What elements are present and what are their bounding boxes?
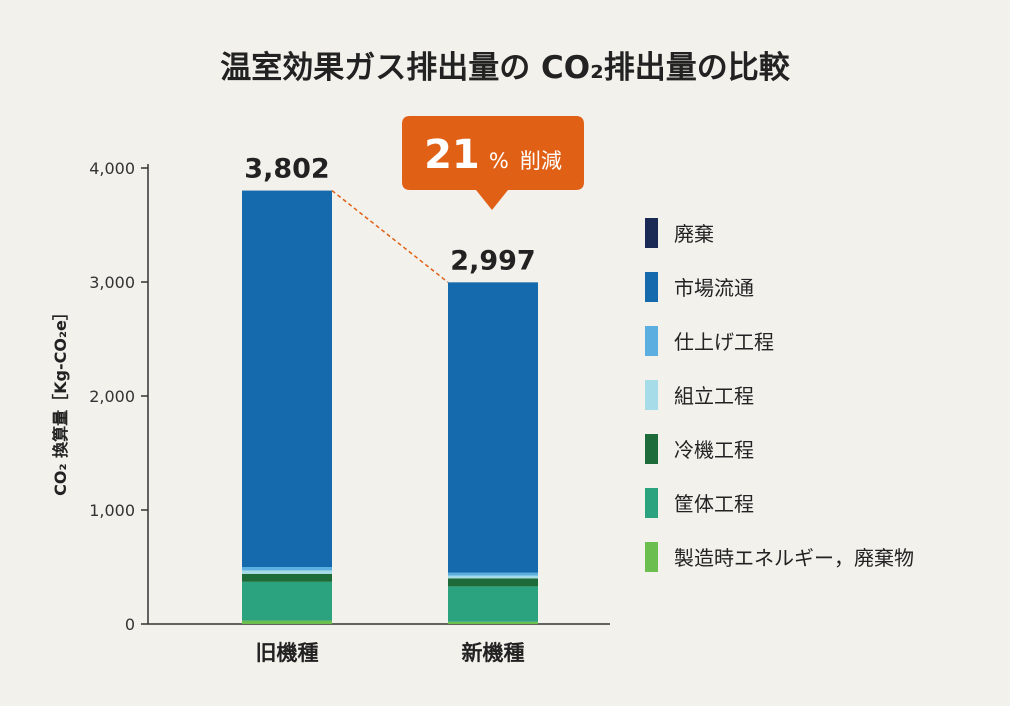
legend-swatch [645,434,658,464]
legend-label: 筐体工程 [674,492,754,516]
reduction-value: 21 [424,132,480,178]
category-label: 新機種 [462,641,525,665]
y-tick-label: 1,000 [89,501,135,520]
legend-swatch [645,218,658,248]
y-axis-label: CO₂ 換算量［Kg-CO₂e］ [51,304,70,496]
legend-swatch [645,488,658,518]
legend-label: 組立工程 [674,384,754,408]
category-label: 旧機種 [256,641,319,665]
legend-swatch [645,542,658,572]
bar-segment [448,575,538,579]
bar-segment [448,572,538,576]
legend-label: 仕上げ工程 [674,330,774,354]
legend-label: 廃棄 [674,222,714,246]
legend-swatch [645,326,658,356]
reduction-badge: 21 % 削減 [402,116,584,210]
total-label: 2,997 [450,245,535,276]
legend-label: 市場流通 [674,276,754,300]
y-axis: 0 1,000 2,000 3,000 4,000 [89,159,149,634]
reduction-unit: % [489,149,509,173]
y-tick-label: 3,000 [89,273,135,292]
bar-segment [242,581,332,621]
bar-segment [242,570,332,574]
bar-segment [242,573,332,582]
bar-segment [448,621,538,624]
bars [242,190,538,624]
bar-segment [448,578,538,587]
y-tick-label: 2,000 [89,387,135,406]
total-labels: 3,802 2,997 [244,154,535,277]
legend-label: 製造時エネルギー，廃棄物 [674,546,914,570]
bar-segment [448,282,538,573]
bar-segment [448,586,538,622]
y-tick-label: 0 [125,615,135,634]
legend-swatch [645,380,658,410]
category-labels: 旧機種 新機種 [256,641,525,665]
bar-segment [242,620,332,624]
reduction-connector-line [331,189,449,283]
reduction-text: 削減 [520,149,562,173]
chart-title: 温室効果ガス排出量の CO₂排出量の比較 [220,50,790,86]
reduction-badge-text: 21 % 削減 [424,132,562,178]
reduction-badge-shape [402,116,584,210]
bar-segment [242,190,332,567]
legend-swatch [645,272,658,302]
legend-label: 冷機工程 [674,438,754,462]
y-tick-label: 4,000 [89,159,135,178]
total-label: 3,802 [244,154,329,185]
bar-segment [242,567,332,571]
